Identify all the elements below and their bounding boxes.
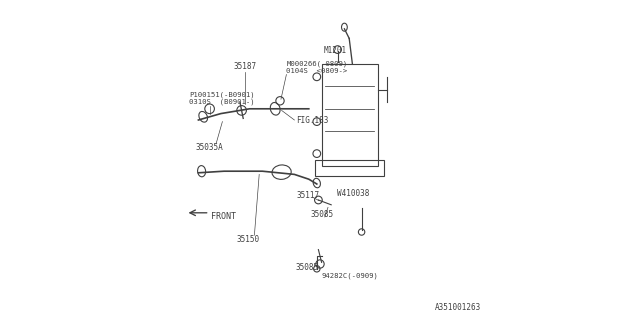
Text: FIG.183: FIG.183 [296,116,328,124]
Text: 35085: 35085 [311,210,334,219]
Text: 35035A: 35035A [196,143,223,152]
Text: 94282C(-0909): 94282C(-0909) [322,273,378,279]
Text: 35117: 35117 [296,191,319,200]
Text: W410038: W410038 [337,189,370,198]
Text: 35150: 35150 [236,235,260,244]
Text: M000266(-0809): M000266(-0809) [287,61,348,67]
Text: FRONT: FRONT [211,212,236,221]
Text: 35187: 35187 [233,62,257,71]
Text: P100151(-B0901): P100151(-B0901) [189,91,255,98]
Text: A351001263: A351001263 [435,303,481,312]
Bar [322,64,378,166]
Text: 0104S  <0809->: 0104S <0809-> [287,68,348,74]
Text: 0310S  (B0901-): 0310S (B0901-) [189,98,255,105]
Text: 35085: 35085 [296,263,319,272]
Text: M1201: M1201 [324,46,347,55]
